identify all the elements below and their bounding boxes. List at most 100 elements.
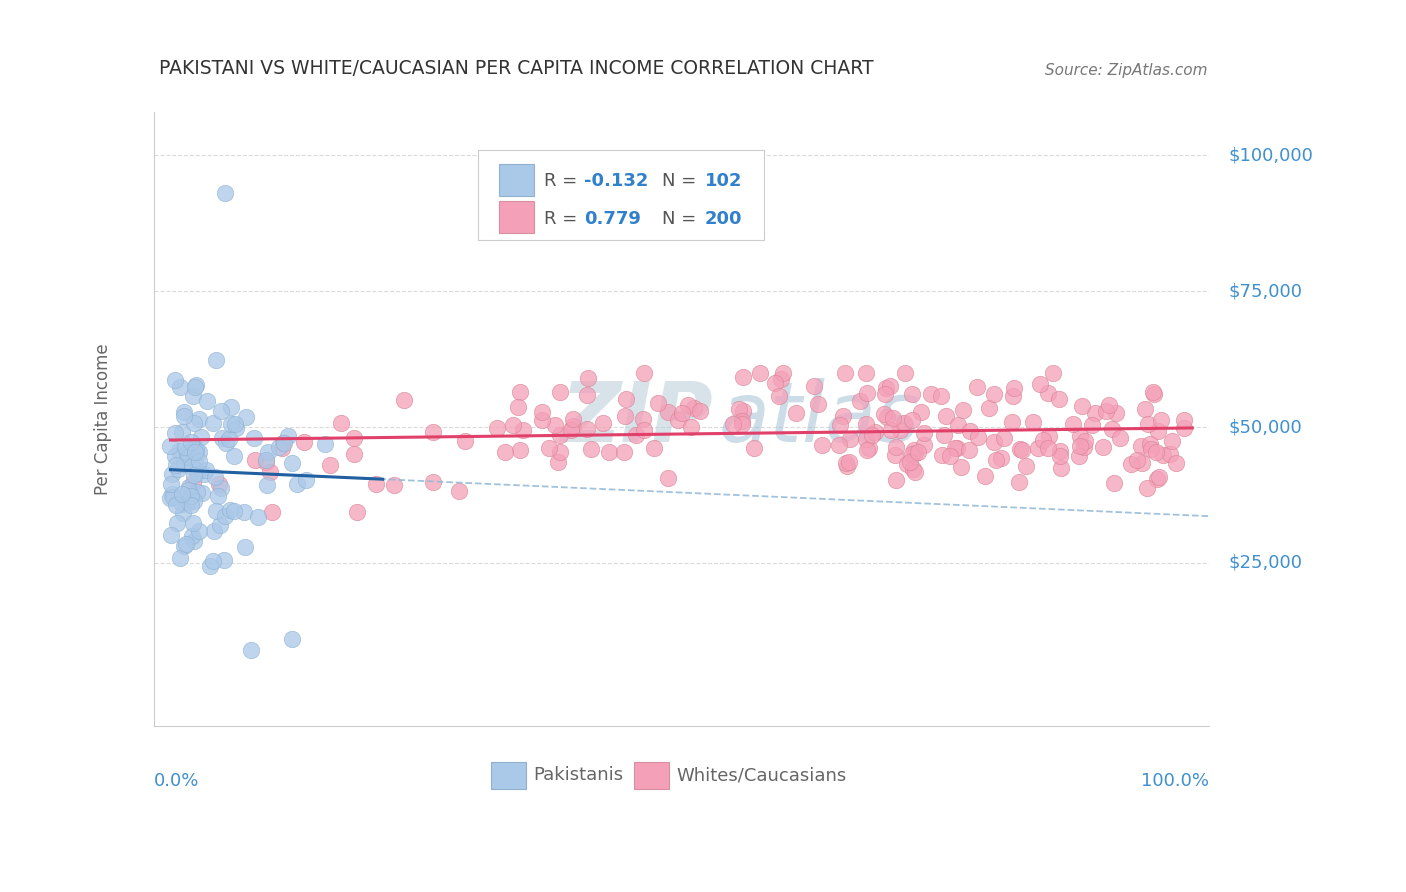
Point xyxy=(177,480,200,494)
Point xyxy=(295,473,318,487)
Point xyxy=(214,508,236,523)
Point xyxy=(202,524,225,538)
Point xyxy=(983,387,1005,401)
Point xyxy=(1074,434,1097,449)
Point xyxy=(959,424,981,438)
Point xyxy=(232,505,254,519)
Point xyxy=(531,405,554,419)
Point xyxy=(1144,445,1167,459)
Point xyxy=(876,410,898,425)
Point xyxy=(1047,392,1070,406)
Point xyxy=(1069,428,1091,442)
Point xyxy=(576,370,599,384)
Point xyxy=(346,505,368,519)
Point xyxy=(1143,386,1166,401)
Point xyxy=(731,413,754,427)
Point xyxy=(159,491,181,506)
Point xyxy=(882,411,904,425)
Point xyxy=(200,559,222,574)
Point xyxy=(1049,444,1071,458)
Point xyxy=(633,366,655,380)
Point xyxy=(744,442,766,456)
Point xyxy=(176,446,198,460)
Point xyxy=(1150,413,1173,427)
Point xyxy=(180,529,202,543)
Point xyxy=(984,453,1007,467)
Point xyxy=(225,421,247,435)
FancyBboxPatch shape xyxy=(499,163,534,195)
Point xyxy=(1136,417,1159,431)
Point xyxy=(575,422,598,436)
Point xyxy=(1160,434,1182,448)
Point xyxy=(967,430,990,444)
Point xyxy=(173,457,195,471)
Point xyxy=(195,393,218,408)
Point xyxy=(1098,398,1121,412)
Point xyxy=(382,478,405,492)
Point xyxy=(769,372,792,386)
Point xyxy=(190,430,212,444)
Point xyxy=(1142,385,1164,400)
Point xyxy=(1147,469,1170,483)
Point xyxy=(494,444,516,458)
Point xyxy=(277,429,299,443)
Point xyxy=(1102,475,1125,490)
Point xyxy=(1049,461,1071,475)
Point xyxy=(561,418,583,433)
Point xyxy=(180,489,202,503)
Point xyxy=(1036,441,1059,455)
Point xyxy=(201,417,224,431)
Point xyxy=(979,401,1001,416)
Point xyxy=(894,366,917,380)
Point xyxy=(160,486,183,500)
Point xyxy=(167,462,190,476)
Point xyxy=(1002,381,1025,395)
Point xyxy=(990,450,1012,465)
Point xyxy=(342,431,364,445)
Point xyxy=(176,483,198,497)
Point xyxy=(1101,422,1123,436)
Point xyxy=(163,373,186,387)
Point xyxy=(879,379,901,393)
Point xyxy=(733,370,755,384)
Point xyxy=(173,539,195,553)
Point xyxy=(560,423,582,437)
Point xyxy=(1109,430,1132,444)
Point xyxy=(204,353,226,368)
Point xyxy=(633,423,655,437)
Point xyxy=(912,438,935,452)
Point xyxy=(180,435,202,450)
Point xyxy=(209,404,232,418)
Point xyxy=(260,505,283,519)
Text: R =: R = xyxy=(544,210,583,227)
Point xyxy=(1036,386,1059,401)
Point xyxy=(163,426,186,441)
Point xyxy=(204,470,226,484)
Point xyxy=(929,389,952,403)
Text: Whites/Caucasians: Whites/Caucasians xyxy=(676,766,846,784)
Point xyxy=(181,389,204,403)
Point xyxy=(884,448,907,462)
Point xyxy=(974,468,997,483)
Point xyxy=(831,409,853,423)
Point xyxy=(1042,366,1064,380)
Point xyxy=(935,409,957,424)
Point xyxy=(657,471,679,485)
Point xyxy=(207,489,229,503)
Point xyxy=(901,386,924,401)
Point xyxy=(873,407,896,421)
Point xyxy=(807,397,830,411)
Point xyxy=(159,528,181,542)
Point xyxy=(749,366,772,380)
Point xyxy=(183,440,205,454)
Text: atlas: atlas xyxy=(718,378,920,459)
Text: ZIP: ZIP xyxy=(560,378,713,459)
Point xyxy=(1173,421,1195,435)
Point xyxy=(952,403,974,417)
Point xyxy=(174,537,197,551)
Point xyxy=(562,412,585,426)
Point xyxy=(224,417,246,431)
Point xyxy=(548,428,571,442)
Point xyxy=(422,475,444,489)
Text: $25,000: $25,000 xyxy=(1229,554,1302,572)
